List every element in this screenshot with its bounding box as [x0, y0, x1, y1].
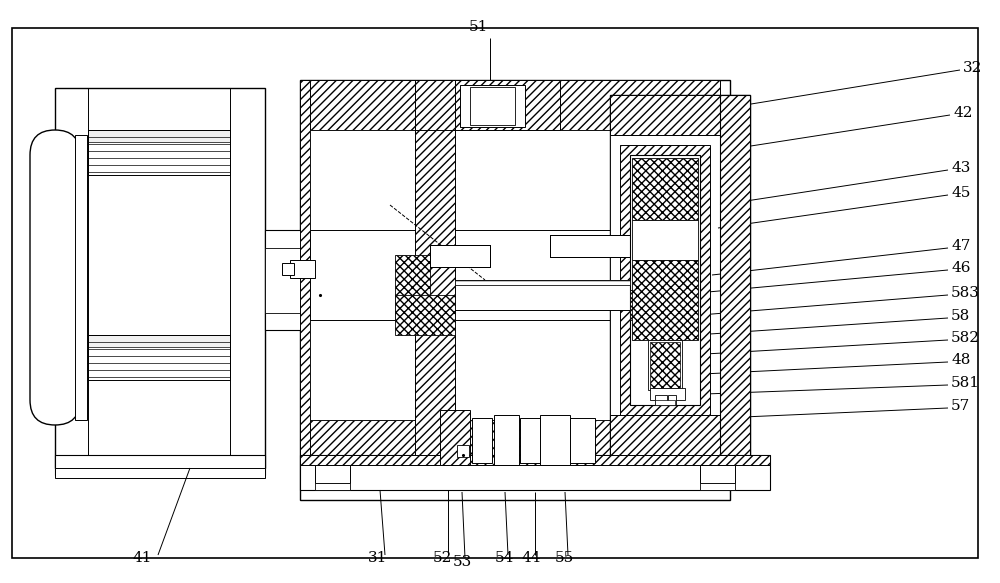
- Bar: [655, 400, 675, 405]
- Bar: [290, 260, 315, 278]
- Text: 48: 48: [951, 353, 970, 367]
- Text: 41: 41: [132, 551, 152, 565]
- Bar: [668, 395, 676, 405]
- Bar: [55, 468, 265, 478]
- Polygon shape: [455, 80, 560, 130]
- Text: 58: 58: [951, 309, 970, 323]
- Text: 583: 583: [951, 286, 980, 300]
- Bar: [88, 130, 230, 142]
- Polygon shape: [632, 158, 698, 220]
- Bar: [460, 85, 525, 127]
- Bar: [457, 445, 469, 457]
- Bar: [300, 80, 730, 500]
- Text: 51: 51: [468, 20, 488, 34]
- Polygon shape: [632, 260, 698, 340]
- Bar: [550, 235, 630, 257]
- Bar: [632, 220, 698, 260]
- Bar: [88, 130, 230, 175]
- Polygon shape: [300, 80, 310, 465]
- Polygon shape: [310, 80, 720, 130]
- Bar: [472, 418, 492, 463]
- Text: 32: 32: [963, 61, 982, 75]
- Bar: [315, 465, 350, 483]
- Bar: [315, 483, 350, 490]
- Text: 55: 55: [554, 551, 574, 565]
- Bar: [282, 263, 294, 275]
- Text: 46: 46: [951, 261, 970, 275]
- Text: 31: 31: [368, 551, 388, 565]
- Polygon shape: [610, 95, 750, 135]
- Text: 43: 43: [951, 161, 970, 175]
- Bar: [455, 130, 720, 420]
- Text: 57: 57: [951, 399, 970, 413]
- Text: 581: 581: [951, 376, 980, 390]
- Bar: [648, 340, 682, 390]
- FancyBboxPatch shape: [30, 130, 80, 425]
- Bar: [55, 455, 265, 475]
- Bar: [265, 230, 315, 330]
- Bar: [55, 88, 265, 468]
- Text: 53: 53: [452, 555, 472, 569]
- Text: 44: 44: [521, 551, 541, 565]
- Bar: [540, 415, 570, 465]
- Bar: [655, 395, 667, 405]
- Bar: [430, 245, 490, 267]
- Bar: [570, 418, 595, 463]
- Bar: [75, 135, 87, 420]
- Polygon shape: [310, 420, 720, 465]
- Polygon shape: [455, 280, 630, 285]
- Polygon shape: [650, 342, 680, 388]
- Bar: [300, 455, 770, 490]
- Bar: [88, 335, 230, 380]
- Text: 45: 45: [951, 186, 970, 200]
- Bar: [310, 230, 720, 320]
- Polygon shape: [720, 95, 750, 455]
- Polygon shape: [395, 255, 430, 320]
- Bar: [310, 130, 415, 420]
- Polygon shape: [395, 295, 455, 335]
- Bar: [700, 465, 735, 483]
- Text: 42: 42: [953, 106, 972, 120]
- Bar: [455, 280, 630, 310]
- Bar: [610, 135, 720, 415]
- Bar: [265, 248, 315, 313]
- Polygon shape: [620, 145, 710, 415]
- Bar: [650, 388, 685, 400]
- Text: 54: 54: [494, 551, 514, 565]
- Text: 582: 582: [951, 331, 980, 345]
- Bar: [630, 155, 700, 405]
- Bar: [550, 235, 630, 257]
- Text: 52: 52: [432, 551, 452, 565]
- Polygon shape: [415, 80, 455, 465]
- Bar: [88, 335, 230, 347]
- Bar: [440, 410, 470, 465]
- Bar: [610, 95, 750, 485]
- Polygon shape: [415, 80, 560, 130]
- Bar: [520, 418, 540, 463]
- Text: 47: 47: [951, 239, 970, 253]
- Polygon shape: [300, 455, 770, 465]
- Bar: [430, 245, 490, 267]
- Bar: [470, 87, 515, 125]
- Polygon shape: [610, 415, 750, 455]
- Polygon shape: [630, 290, 680, 320]
- Bar: [494, 415, 519, 465]
- Bar: [700, 483, 735, 490]
